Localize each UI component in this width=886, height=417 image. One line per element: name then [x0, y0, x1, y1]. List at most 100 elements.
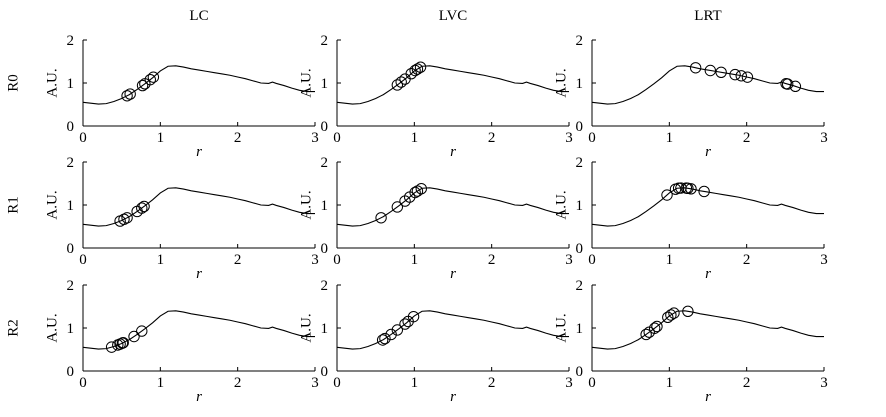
x-tick-label-r1-lvc: 0	[333, 252, 341, 268]
marker-point-r1-lc	[121, 212, 133, 224]
x-tick-label-r2-lc: 3	[311, 375, 319, 391]
y-tick-label-r1-lvc: 0	[321, 241, 329, 257]
curve-r1-lc	[82, 187, 315, 227]
y-axis-label-r2-lvc: A.U.	[298, 313, 314, 342]
marker-point-r2-lc	[105, 341, 118, 353]
x-tick-label-r1-lrt: 3	[820, 252, 828, 268]
marker-point-r1-lc	[138, 200, 150, 213]
marker-point-r2-lvc	[407, 310, 420, 323]
x-tick-label-r2-lrt: 0	[588, 375, 596, 391]
x-tick-label-r2-lc: 1	[157, 375, 165, 391]
x-tick-label-r0-lvc: 1	[411, 130, 419, 146]
marker-point-r0-lc	[124, 88, 136, 100]
y-tick-label-r0-lrt: 1	[576, 76, 584, 92]
x-tick-label-r0-lc: 1	[157, 130, 165, 146]
marker-point-r1-lrt	[661, 189, 673, 201]
column-title-lvc: LVC	[439, 8, 468, 24]
y-axis-label-r0-lrt: A.U.	[553, 68, 569, 97]
row-label-r2: R2	[5, 319, 21, 337]
marker-point-r1-lrt	[685, 183, 697, 195]
y-tick-label-r1-lrt: 0	[576, 241, 584, 257]
x-tick-label-r1-lc: 0	[79, 252, 87, 268]
marker-point-r0-lc	[144, 73, 156, 86]
y-tick-label-r1-lrt: 1	[576, 198, 584, 214]
marker-point-r0-lc	[136, 79, 149, 92]
x-tick-label-r1-lrt: 0	[588, 252, 596, 268]
marker-point-r0-lvc	[409, 64, 421, 77]
row-label-r0: R0	[5, 74, 21, 92]
x-axis-label-r1-lvc: r	[450, 266, 456, 282]
marker-point-r0-lrt	[715, 66, 727, 78]
marker-point-r1-lvc	[391, 201, 404, 213]
y-tick-label-r1-lc: 1	[67, 198, 75, 214]
marker-point-r2-lvc	[379, 332, 391, 345]
x-axis-label-r0-lrt: r	[705, 144, 711, 160]
x-tick-label-r1-lvc: 2	[488, 252, 496, 268]
y-tick-label-r1-lrt: 2	[576, 155, 584, 171]
x-axis-label-r2-lrt: r	[705, 389, 711, 405]
x-tick-label-r0-lvc: 0	[333, 130, 341, 146]
marker-point-r0-lrt	[781, 78, 794, 90]
y-tick-label-r2-lvc: 2	[321, 278, 329, 294]
x-tick-label-r2-lc: 2	[234, 375, 242, 391]
x-axis-label-r1-lc: r	[196, 266, 202, 282]
column-title-lc: LC	[189, 8, 208, 24]
column-title-lrt: LRT	[694, 8, 721, 24]
marker-point-r2-lc	[117, 337, 129, 349]
marker-point-r0-lrt	[741, 71, 754, 83]
marker-point-r2-lrt	[648, 322, 661, 334]
x-tick-label-r2-lrt: 3	[820, 375, 828, 391]
y-tick-label-r0-lc: 2	[67, 33, 75, 49]
marker-point-r1-lvc	[415, 183, 427, 195]
x-tick-label-r2-lc: 0	[79, 375, 87, 391]
marker-point-r0-lrt	[689, 62, 702, 74]
y-axis-label-r1-lc: A.U.	[44, 190, 60, 219]
marker-point-r0-lc	[121, 90, 133, 102]
x-tick-label-r0-lrt: 0	[588, 130, 596, 146]
x-tick-label-r0-lc: 0	[79, 130, 87, 146]
y-axis-label-r2-lrt: A.U.	[553, 313, 569, 342]
x-tick-label-r2-lrt: 1	[666, 375, 674, 391]
y-tick-label-r2-lrt: 2	[576, 278, 584, 294]
y-tick-label-r0-lc: 0	[67, 119, 75, 135]
x-tick-label-r0-lc: 3	[311, 130, 319, 146]
marker-point-r2-lvc	[385, 328, 397, 341]
x-tick-label-r1-lvc: 1	[411, 252, 419, 268]
x-tick-label-r1-lvc: 3	[565, 252, 573, 268]
marker-point-r0-lrt	[729, 68, 741, 81]
marker-point-r2-lrt	[665, 309, 677, 321]
marker-point-r2-lrt	[640, 328, 652, 341]
curve-r2-lrt	[591, 310, 824, 350]
marker-point-r2-lc	[128, 330, 140, 343]
marker-point-r2-lvc	[376, 334, 389, 346]
x-axis-label-r0-lc: r	[196, 144, 202, 160]
x-tick-label-r0-lvc: 2	[488, 130, 496, 146]
marker-point-r0-lvc	[395, 76, 407, 88]
y-tick-label-r2-lrt: 0	[576, 364, 584, 380]
y-axis-label-r1-lvc: A.U.	[298, 190, 314, 219]
x-tick-label-r2-lrt: 2	[743, 375, 751, 391]
y-axis-label-r0-lvc: A.U.	[298, 68, 314, 97]
y-tick-label-r1-lc: 2	[67, 155, 75, 171]
x-tick-label-r1-lc: 3	[311, 252, 319, 268]
marker-point-r1-lrt	[698, 185, 710, 198]
y-tick-label-r1-lvc: 2	[321, 155, 329, 171]
marker-point-r0-lrt	[735, 70, 747, 82]
x-tick-label-r0-lrt: 1	[666, 130, 674, 146]
marker-point-r2-lrt	[651, 320, 663, 333]
curve-r0-lrt	[591, 65, 824, 105]
y-tick-label-r2-lvc: 1	[321, 321, 329, 337]
x-axis-label-r2-lvc: r	[450, 389, 456, 405]
x-tick-label-r1-lc: 2	[234, 252, 242, 268]
x-axis-label-r2-lc: r	[196, 389, 202, 405]
marker-point-r2-lc	[136, 325, 148, 337]
x-tick-label-r0-lvc: 3	[565, 130, 573, 146]
marker-point-r1-lc	[136, 202, 148, 214]
y-tick-label-r2-lc: 1	[67, 321, 75, 337]
y-tick-label-r1-lc: 0	[67, 241, 75, 257]
marker-point-r0-lc	[147, 71, 160, 83]
marker-point-r1-lvc	[409, 186, 421, 199]
y-axis-label-r2-lc: A.U.	[44, 313, 60, 342]
x-tick-label-r2-lvc: 2	[488, 375, 496, 391]
